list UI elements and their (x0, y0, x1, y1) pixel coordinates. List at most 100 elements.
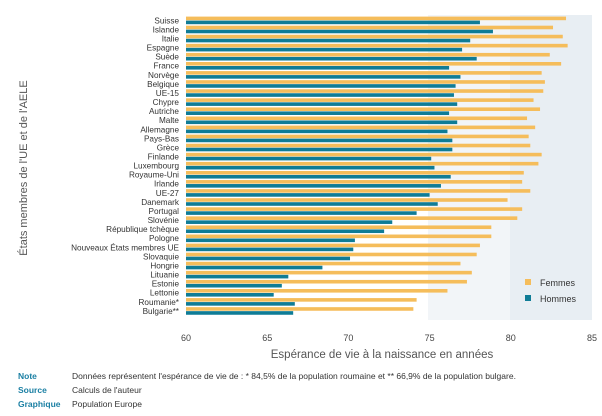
bar-femmes (186, 252, 477, 257)
bar-femmes (186, 307, 414, 311)
graphic-key: Graphique (18, 399, 61, 409)
life-expectancy-chart: SuisseIslandeItalieEspagneSuèdeFranceNor… (17, 15, 597, 361)
category-label: Slovaquie (143, 252, 179, 261)
bar-hommes (186, 165, 435, 170)
bar-femmes (186, 52, 550, 57)
category-label: Estonie (152, 280, 180, 289)
category-label: Pays-Bas (144, 134, 179, 143)
bar-femmes (186, 298, 417, 302)
bar-femmes (186, 170, 524, 175)
bar-femmes (186, 16, 567, 21)
category-label: Danemark (141, 198, 180, 207)
category-label: République tchèque (106, 225, 179, 234)
bar-hommes (186, 29, 493, 34)
category-label: Suisse (154, 16, 179, 25)
bar-hommes (186, 38, 471, 43)
bar-femmes (186, 270, 472, 275)
category-label: UE-15 (156, 89, 180, 98)
bar-hommes (186, 238, 355, 243)
bar-hommes (186, 47, 463, 52)
category-label: France (154, 62, 180, 71)
bar-femmes (186, 34, 563, 39)
category-label: Belgique (147, 80, 179, 89)
bar-hommes (186, 256, 351, 261)
bar-femmes (186, 189, 531, 193)
legend-label-hommes: Hommes (540, 294, 577, 304)
category-label: Irlande (154, 180, 179, 189)
source-key: Source (18, 385, 47, 395)
category-label: Italie (162, 34, 180, 43)
bar-femmes (186, 143, 531, 148)
x-tick-label: 65 (262, 333, 272, 343)
bar-hommes (186, 20, 480, 25)
category-label: Nouveaux États membres UE (71, 242, 179, 252)
note-key: Note (18, 371, 37, 381)
bar-femmes (186, 207, 523, 211)
bar-femmes (186, 125, 536, 130)
bar-hommes (186, 66, 450, 70)
x-tick-label: 75 (425, 333, 435, 343)
bar-hommes (186, 147, 453, 152)
bar-hommes (186, 138, 453, 143)
bar-femmes (186, 25, 554, 30)
category-label: Allemagne (140, 125, 179, 134)
category-label: Lituanie (150, 271, 179, 280)
category-label: Portugal (149, 207, 180, 216)
bar-hommes (186, 302, 295, 306)
category-label: Islande (153, 25, 180, 34)
bar-hommes (186, 84, 456, 88)
bar-hommes (186, 311, 294, 315)
bars-group (186, 16, 568, 315)
category-label: Norvège (148, 71, 179, 80)
bar-hommes (186, 111, 450, 115)
bar-femmes (186, 225, 492, 230)
bar-femmes (186, 80, 545, 84)
category-label: Luxembourg (133, 162, 179, 171)
category-label: Malte (159, 116, 179, 125)
bar-femmes (186, 43, 568, 48)
x-tick-label: 60 (181, 333, 191, 343)
category-label: Suède (155, 53, 179, 62)
x-tick-label: 70 (343, 333, 353, 343)
bar-femmes (186, 116, 528, 121)
bar-hommes (186, 211, 417, 215)
legend-swatch-hommes (525, 295, 531, 301)
bar-femmes (186, 152, 542, 157)
x-axis-ticks: 60 65 70 75 80 85 (181, 333, 597, 343)
category-label: Pologne (149, 234, 179, 243)
bar-femmes (186, 216, 518, 220)
bar-femmes (186, 234, 492, 239)
bar-femmes (186, 161, 539, 166)
y-axis-title: États membres de l'UE et de l'AELE (17, 80, 30, 255)
bar-hommes (186, 293, 274, 297)
bar-hommes (186, 102, 458, 106)
category-label: Lettonie (150, 289, 180, 298)
bar-hommes (186, 56, 477, 61)
legend-swatch-femmes (525, 279, 531, 285)
category-label: Royaume-Uni (129, 171, 179, 180)
legend: Femmes Hommes (525, 278, 577, 304)
bar-hommes (186, 283, 282, 288)
category-label: Autriche (149, 107, 179, 116)
bar-hommes (186, 229, 385, 234)
category-label: Grèce (157, 143, 180, 152)
bar-hommes (186, 265, 323, 270)
graphic-text: Population Europe (72, 399, 142, 409)
note-text: Données représentent l'espérance de vie … (72, 371, 516, 381)
bar-femmes (186, 198, 508, 202)
bar-hommes (186, 129, 448, 134)
bar-hommes (186, 174, 451, 179)
x-tick-label: 85 (587, 333, 597, 343)
category-label: Chypre (153, 98, 180, 107)
bar-femmes (186, 71, 542, 75)
category-label: Espagne (147, 44, 180, 53)
x-tick-label: 80 (506, 333, 516, 343)
bar-hommes (186, 247, 354, 252)
bar-femmes (186, 180, 523, 184)
bar-femmes (186, 134, 529, 139)
bar-femmes (186, 107, 541, 111)
category-label: UE-27 (156, 189, 180, 198)
category-label: Finlande (148, 153, 180, 162)
bar-hommes (186, 93, 454, 97)
bar-femmes (186, 279, 467, 284)
